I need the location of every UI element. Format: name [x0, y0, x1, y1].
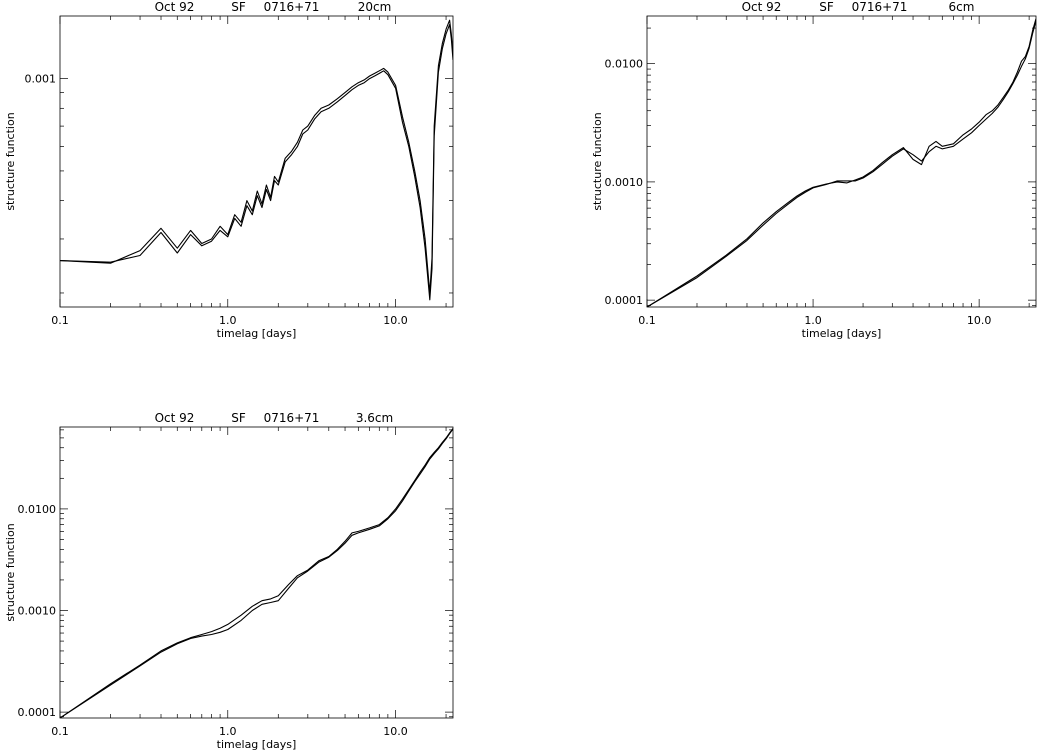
chart-title-part: SF [231, 411, 246, 425]
x-tick-label: 10.0 [967, 314, 992, 327]
series-line-1 [60, 428, 453, 718]
chart-panel-2: 0.1 1.0 10.0 0.0001 0.0010 0.0100 timelag [day… [591, 0, 1037, 340]
series-line-1 [647, 18, 1036, 307]
y-tick-label: 0.0100 [605, 58, 644, 71]
chart-title-part: SF [819, 0, 834, 14]
chart-title-part: 0716+71 [852, 0, 908, 14]
x-axis-label: timelag [days] [217, 327, 297, 340]
y-tick-label: 0.0001 [18, 706, 57, 719]
plot-frame [59, 426, 454, 719]
y-axis-label: structure function [4, 523, 17, 621]
chart-title-part: 6cm [949, 0, 975, 14]
y-axis-label: structure function [591, 112, 604, 210]
chart-title-part: Oct 92 [155, 411, 195, 425]
y-tick-label: 0.001 [25, 73, 57, 86]
chart-panel-3: 0.1 1.0 10.0 0.0001 0.0010 0.0100 timelag [day… [4, 411, 454, 751]
x-tick-label: 10.0 [383, 314, 408, 327]
x-tick-label: 0.1 [51, 725, 69, 738]
series-line-2 [60, 428, 453, 718]
chart-title-part: SF [231, 0, 246, 14]
y-tick-label: 0.0001 [605, 294, 644, 307]
chart-title-part: 0716+71 [264, 0, 320, 14]
y-axis-label: structure function [4, 112, 17, 210]
chart-title-part: 20cm [358, 0, 392, 14]
x-tick-label: 1.0 [219, 314, 237, 327]
x-tick-label: 0.1 [51, 314, 69, 327]
chart-title-part: Oct 92 [155, 0, 195, 14]
chart-title-part: 3.6cm [356, 411, 393, 425]
series-line-2 [647, 20, 1036, 307]
y-tick-label: 0.0010 [605, 176, 644, 189]
x-tick-label: 10.0 [383, 725, 408, 738]
x-axis-label: timelag [days] [217, 738, 297, 751]
x-tick-label: 1.0 [804, 314, 822, 327]
chart-panel-1: 0.1 1.0 10.0 0.001 timelag [days] structure f… [4, 0, 454, 340]
y-tick-label: 0.0100 [18, 503, 57, 516]
series-line-1 [60, 19, 453, 294]
chart-title-part: 0716+71 [264, 411, 320, 425]
x-tick-label: 1.0 [219, 725, 237, 738]
plot-frame [646, 15, 1037, 308]
plot-frame [59, 15, 454, 308]
y-tick-label: 0.0010 [18, 605, 57, 618]
series-line-2 [60, 24, 453, 301]
x-tick-label: 0.1 [638, 314, 656, 327]
chart-title-part: Oct 92 [742, 0, 782, 14]
x-axis-label: timelag [days] [802, 327, 882, 340]
